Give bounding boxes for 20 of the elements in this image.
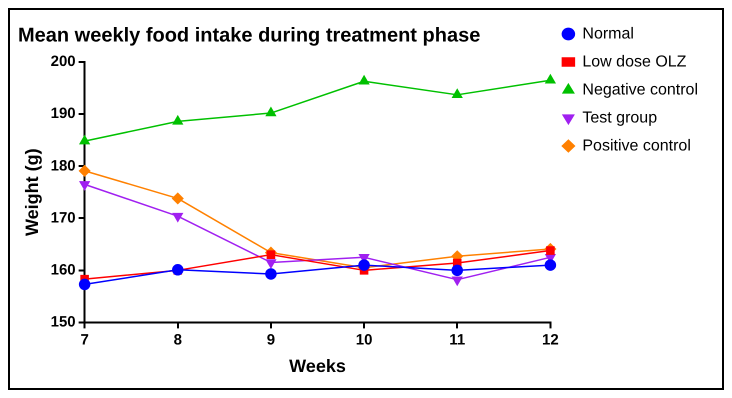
x-tick-label: 9 (266, 332, 276, 349)
y-tick-label: 200 (50, 53, 76, 70)
legend-label: Test group (582, 109, 658, 126)
y-tick-label: 150 (50, 314, 76, 331)
y-tick-label: 180 (50, 157, 76, 174)
x-tick-label: 10 (356, 332, 372, 349)
legend-label: Normal (582, 25, 634, 42)
x-tick-label: 11 (449, 332, 466, 349)
y-tick-label: 170 (50, 209, 76, 226)
x-tick-label: 12 (542, 332, 559, 349)
legend-label: Low dose OLZ (582, 53, 687, 70)
chart-title: Mean weekly food intake during treatment phase (18, 24, 480, 47)
legend-label: Positive control (582, 137, 691, 154)
y-axis-title: Weight (g) (22, 148, 42, 236)
y-tick-label: 190 (50, 105, 76, 122)
y-tick-label: 160 (50, 261, 76, 278)
x-tick-label: 8 (174, 332, 182, 349)
legend-label: Negative control (582, 81, 698, 98)
x-axis-title: Weeks (289, 356, 346, 376)
x-tick-label: 7 (80, 332, 89, 349)
